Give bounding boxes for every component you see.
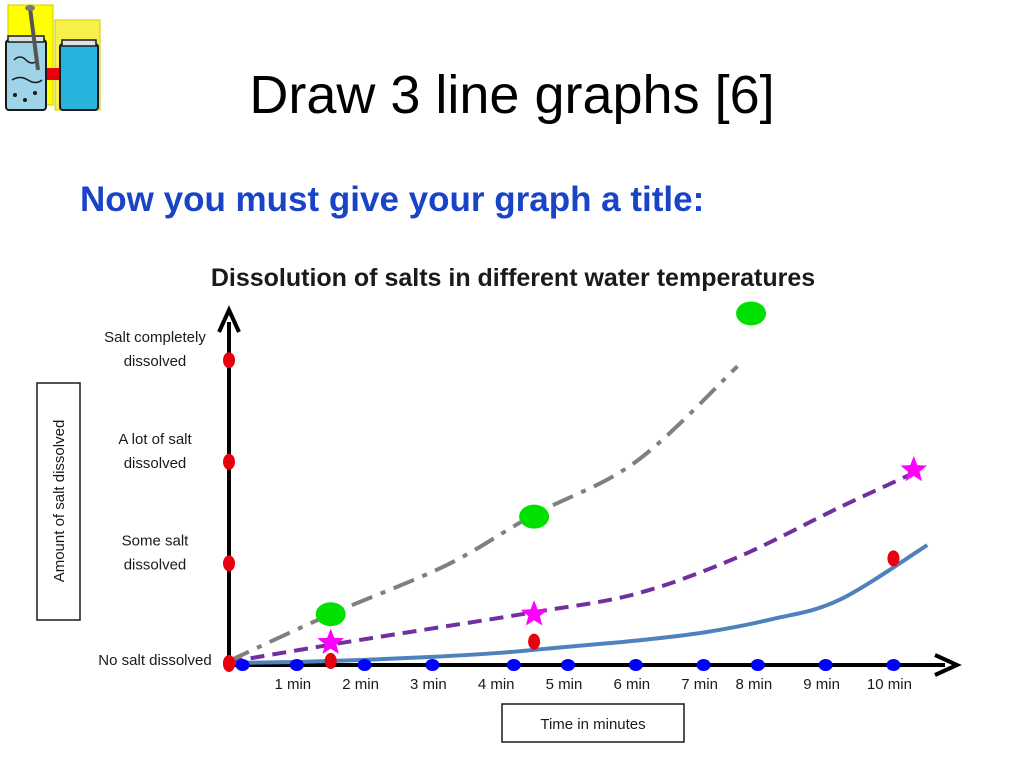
y-axis-dot-2 (223, 555, 235, 572)
x-axis-label-box: Time in minutes (501, 703, 685, 743)
x-tick-label: 9 min (803, 676, 840, 693)
x-tick-label: 1 min (274, 676, 311, 693)
series-1-marker-3 (528, 633, 541, 650)
series-3-marker-3 (736, 301, 767, 326)
series-2-marker-1 (317, 628, 344, 654)
series-line-3 (228, 364, 739, 663)
series-3-marker-2 (519, 504, 550, 529)
x-axis-dot-9 (750, 659, 765, 671)
x-tick-label: 8 min (735, 676, 772, 693)
x-tick-label: 4 min (478, 676, 515, 693)
x-axis-dot-2 (289, 659, 304, 671)
x-tick-label: 6 min (613, 676, 650, 693)
series-2-marker-2 (520, 600, 548, 626)
x-axis-dot-4 (425, 659, 440, 671)
x-tick-label: 2 min (342, 676, 379, 693)
series-3-marker-1 (315, 602, 346, 627)
x-axis-dot-5 (506, 659, 521, 671)
y-tick-label: Salt completely dissolved (104, 329, 206, 370)
x-tick-label: 7 min (681, 676, 718, 693)
y-axis-dot-1 (223, 656, 235, 672)
x-axis-dot-3 (357, 659, 372, 671)
x-tick-label: 3 min (410, 676, 447, 693)
y-tick-label: Some salt dissolved (122, 532, 190, 573)
x-axis-dot-1 (235, 659, 250, 671)
series-1-marker-4 (887, 550, 900, 567)
series-2-marker-3 (900, 455, 928, 482)
slide-subtitle: Now you must give your graph a title: (80, 180, 705, 219)
y-axis-dot-4 (223, 352, 235, 369)
x-axis-dot-8 (696, 659, 711, 671)
x-axis-label: Time in minutes (540, 716, 645, 733)
y-tick-label: No salt dissolved (98, 652, 211, 669)
x-tick-label: 10 min (867, 676, 912, 693)
series-1-marker-2 (324, 652, 337, 669)
y-axis-dot-3 (223, 453, 235, 470)
x-axis-dot-6 (561, 659, 575, 671)
beaker-clipart-icon (5, 4, 101, 111)
chart-title: Dissolution of salts in different water … (211, 264, 815, 292)
series-line-2 (228, 468, 922, 664)
y-axis-label-box: Amount of salt dissolved (36, 382, 81, 621)
series-line-1 (228, 543, 929, 665)
y-axis-label: Amount of salt dissolved (51, 420, 68, 583)
x-axis-dot-11 (886, 659, 901, 671)
x-axis-dot-7 (628, 659, 643, 671)
y-tick-label: A lot of salt dissolved (118, 431, 192, 472)
slide-title: Draw 3 line graphs [6] (249, 65, 775, 125)
x-tick-label: 5 min (546, 676, 583, 693)
x-axis-dot-10 (818, 659, 833, 671)
